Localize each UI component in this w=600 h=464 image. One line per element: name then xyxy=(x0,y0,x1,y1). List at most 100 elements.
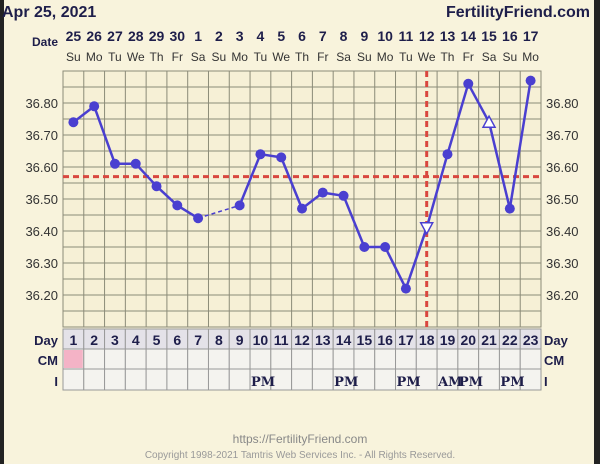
date-label: 10 xyxy=(377,28,393,44)
footer-url[interactable]: https://FertilityFriend.com xyxy=(233,432,368,446)
temp-point-triangle xyxy=(419,222,434,236)
table-cell xyxy=(270,348,293,370)
weekday-label: Su xyxy=(502,50,517,64)
day-label: 14 xyxy=(336,332,352,348)
date-label: 15 xyxy=(481,28,497,44)
temp-segment xyxy=(92,105,117,165)
date-label: 17 xyxy=(523,28,539,44)
day-label: 13 xyxy=(315,332,331,348)
y-tick-right: 36.80 xyxy=(546,96,579,111)
temp-point xyxy=(130,158,141,169)
table-cell xyxy=(291,368,313,391)
temp-segment xyxy=(238,153,262,206)
y-tick-left: 36.30 xyxy=(25,256,58,271)
table-cell xyxy=(228,368,251,391)
day-label: 3 xyxy=(111,332,119,348)
day-label: 1 xyxy=(69,332,77,348)
temp-point xyxy=(276,152,287,163)
intercourse-mark: PM xyxy=(251,375,275,390)
day-label: 6 xyxy=(173,332,181,348)
y-tick-left: 36.70 xyxy=(25,128,58,143)
day-label: 22 xyxy=(502,332,518,348)
table-cell xyxy=(311,368,334,391)
table-cell xyxy=(353,348,376,370)
table-cell xyxy=(311,348,334,370)
day-label: 2 xyxy=(90,332,98,348)
table-cell xyxy=(187,348,209,370)
table-cell xyxy=(519,368,542,391)
weekday-label: Tu xyxy=(399,50,413,64)
row-label-right-day: Day xyxy=(544,333,569,348)
right-border xyxy=(594,0,600,464)
day-label: 23 xyxy=(523,332,539,348)
y-tick-right: 36.40 xyxy=(546,224,579,239)
day-label: 18 xyxy=(419,332,435,348)
temp-segment xyxy=(197,204,240,219)
y-tick-right: 36.70 xyxy=(546,128,579,143)
intercourse-mark: PM xyxy=(459,375,483,390)
temp-point-triangle xyxy=(481,114,497,128)
day-label: 7 xyxy=(194,332,202,348)
temp-segment xyxy=(467,83,491,123)
temp-segment xyxy=(342,195,366,248)
weekday-label: Su xyxy=(212,50,227,64)
day-label: 10 xyxy=(253,332,269,348)
y-tick-left: 36.80 xyxy=(25,96,58,111)
temp-segment xyxy=(446,83,470,155)
weekday-label: Tu xyxy=(108,50,122,64)
weekday-label: Sa xyxy=(482,50,497,64)
table-cell xyxy=(415,348,438,370)
temp-point xyxy=(68,117,79,128)
day-label: 12 xyxy=(294,332,310,348)
weekday-label: Th xyxy=(150,50,164,64)
table-cell xyxy=(291,348,313,370)
temp-point xyxy=(463,78,474,89)
row-label-day: Day xyxy=(34,333,59,348)
date-label: 16 xyxy=(502,28,518,44)
day-label: 17 xyxy=(398,332,414,348)
left-border xyxy=(0,0,4,464)
date-label: 1 xyxy=(194,28,202,44)
day-label: 9 xyxy=(236,332,244,348)
row-label-right-intercourse: I xyxy=(544,374,548,389)
table-cell xyxy=(124,348,147,370)
weekday-label: Su xyxy=(357,50,372,64)
table-cell xyxy=(166,348,189,370)
intercourse-mark: PM xyxy=(500,375,524,390)
temp-point xyxy=(338,190,349,201)
table-cell xyxy=(207,368,230,391)
weekday-label: Su xyxy=(66,50,81,64)
table-cell xyxy=(83,368,106,391)
table-cell xyxy=(332,348,355,370)
table-cell xyxy=(374,368,397,391)
table-cell xyxy=(457,348,480,370)
table-cell xyxy=(145,368,168,391)
day-label: 16 xyxy=(377,332,393,348)
weekday-label: Fr xyxy=(317,50,328,64)
chart-date: Apr 25, 2021 xyxy=(2,4,96,21)
date-label: 5 xyxy=(277,28,285,44)
date-label: 11 xyxy=(399,28,414,44)
date-label: 7 xyxy=(319,28,327,44)
weekday-label: Sa xyxy=(336,50,351,64)
date-label: 28 xyxy=(128,28,144,44)
weekday-label: Fr xyxy=(463,50,474,64)
table-cell xyxy=(104,348,126,370)
temp-point xyxy=(297,203,307,214)
y-tick-right: 36.30 xyxy=(546,256,579,271)
temp-point xyxy=(400,283,411,294)
temp-segment xyxy=(384,246,408,290)
table-cell xyxy=(519,348,542,370)
table-cell xyxy=(498,348,521,370)
table-cell xyxy=(249,348,272,370)
day-label: 4 xyxy=(132,332,140,348)
y-tick-left: 36.60 xyxy=(25,160,58,175)
date-label: 9 xyxy=(360,28,368,44)
date-label: 3 xyxy=(236,28,244,44)
temp-point xyxy=(109,158,120,169)
date-label: 14 xyxy=(460,28,476,44)
temp-point xyxy=(151,181,162,192)
day-label: 11 xyxy=(274,332,289,348)
day-label: 21 xyxy=(481,332,497,348)
